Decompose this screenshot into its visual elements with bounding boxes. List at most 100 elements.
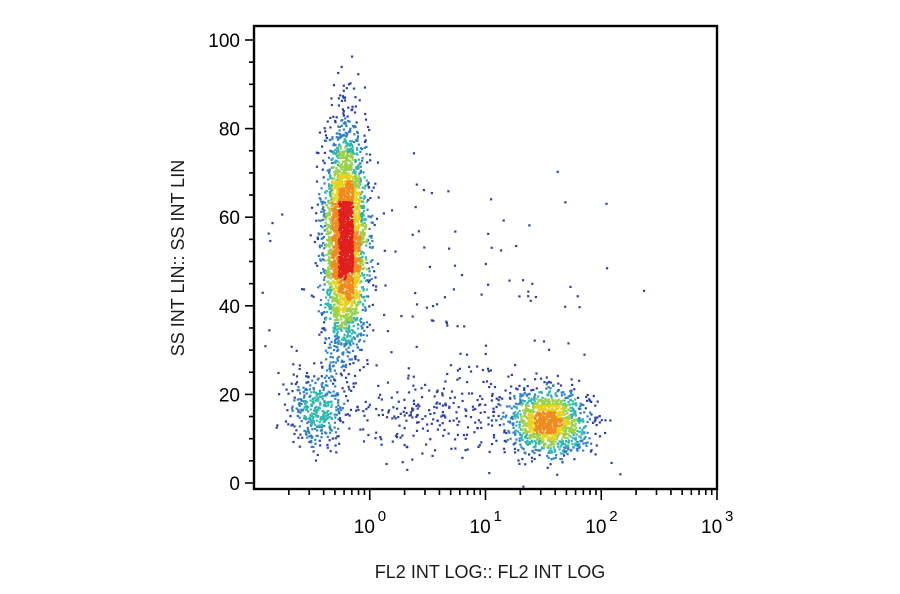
scatter-point — [355, 409, 358, 412]
scatter-point — [322, 386, 325, 389]
scatter-point — [575, 426, 578, 429]
scatter-point — [330, 405, 333, 409]
scatter-point — [369, 260, 372, 263]
scatter-point — [498, 396, 502, 399]
scatter-point — [579, 407, 582, 410]
scatter-point — [321, 203, 324, 206]
scatter-point — [355, 215, 358, 218]
scatter-point — [344, 376, 348, 379]
scatter-point — [563, 421, 566, 424]
scatter-point — [529, 433, 532, 437]
scatter-point — [351, 192, 354, 195]
scatter-point — [330, 267, 333, 270]
scatter-point — [354, 202, 357, 205]
scatter-point — [322, 288, 325, 291]
scatter-point — [527, 423, 530, 426]
scatter-point — [487, 232, 490, 235]
scatter-point — [605, 202, 608, 205]
scatter-point — [394, 250, 397, 253]
scatter-point — [346, 148, 349, 151]
scatter-point — [346, 254, 349, 257]
scatter-point — [366, 362, 369, 366]
scatter-point — [305, 381, 308, 384]
scatter-point — [365, 184, 368, 187]
scatter-point — [497, 414, 500, 418]
scatter-point — [544, 425, 547, 428]
scatter-point — [329, 187, 332, 190]
scatter-point — [385, 416, 389, 419]
scatter-point — [579, 405, 582, 408]
scatter-point — [375, 364, 378, 367]
scatter-point — [553, 422, 556, 425]
scatter-point — [338, 268, 341, 271]
scatter-point — [347, 193, 350, 196]
scatter-point — [334, 273, 337, 276]
scatter-point — [517, 459, 520, 462]
scatter-point — [356, 270, 359, 273]
scatter-point — [585, 444, 588, 447]
scatter-point — [321, 409, 324, 412]
scatter-point — [341, 180, 344, 183]
scatter-point — [353, 239, 356, 242]
scatter-point — [349, 127, 352, 130]
scatter-point — [348, 335, 351, 338]
scatter-point — [504, 416, 507, 419]
scatter-point — [379, 436, 382, 439]
scatter-point — [332, 292, 336, 295]
scatter-point — [321, 382, 324, 385]
scatter-point — [352, 385, 355, 388]
scatter-point — [323, 283, 326, 286]
scatter-point — [333, 230, 336, 233]
scatter-point — [468, 365, 471, 368]
scatter-point — [338, 194, 341, 197]
scatter-point — [527, 425, 530, 428]
scatter-point — [454, 438, 457, 441]
scatter-point — [333, 225, 336, 228]
scatter-point — [583, 411, 586, 414]
scatter-point — [339, 324, 342, 327]
scatter-point — [340, 360, 343, 364]
scatter-point — [298, 389, 301, 392]
scatter-point — [342, 122, 345, 125]
scatter-point — [368, 403, 371, 406]
scatter-point — [321, 327, 324, 330]
scatter-point — [449, 364, 452, 367]
scatter-point — [514, 402, 518, 405]
scatter-point — [547, 398, 550, 401]
scatter-point — [412, 152, 416, 155]
scatter-point — [472, 408, 475, 411]
scatter-point — [575, 447, 579, 451]
scatter-point — [527, 442, 530, 445]
scatter-point — [545, 424, 549, 427]
scatter-point — [523, 378, 526, 381]
scatter-point — [523, 388, 526, 391]
scatter-point — [363, 414, 366, 417]
scatter-point — [598, 435, 602, 438]
scatter-point — [523, 413, 526, 417]
scatter-point — [397, 400, 400, 403]
scatter-point — [515, 420, 518, 423]
scatter-point — [322, 214, 325, 217]
scatter-point — [354, 332, 357, 335]
scatter-point — [334, 416, 337, 419]
scatter-point — [541, 402, 544, 405]
scatter-point — [346, 291, 349, 294]
scatter-point — [456, 378, 459, 381]
scatter-point — [317, 152, 320, 155]
scatter-point — [353, 220, 356, 223]
scatter-point — [571, 437, 574, 440]
scatter-point — [537, 420, 541, 423]
scatter-point — [543, 443, 546, 447]
scatter-point — [330, 221, 333, 225]
scatter-point — [340, 343, 343, 346]
scatter-point — [335, 253, 338, 256]
scatter-point — [502, 423, 505, 426]
scatter-point — [573, 431, 576, 434]
scatter-point — [358, 369, 361, 372]
scatter-point — [515, 424, 518, 427]
scatter-point — [489, 382, 493, 386]
scatter-point — [548, 380, 551, 383]
scatter-point — [303, 407, 306, 410]
scatter-point — [347, 130, 351, 133]
scatter-point — [426, 423, 429, 426]
